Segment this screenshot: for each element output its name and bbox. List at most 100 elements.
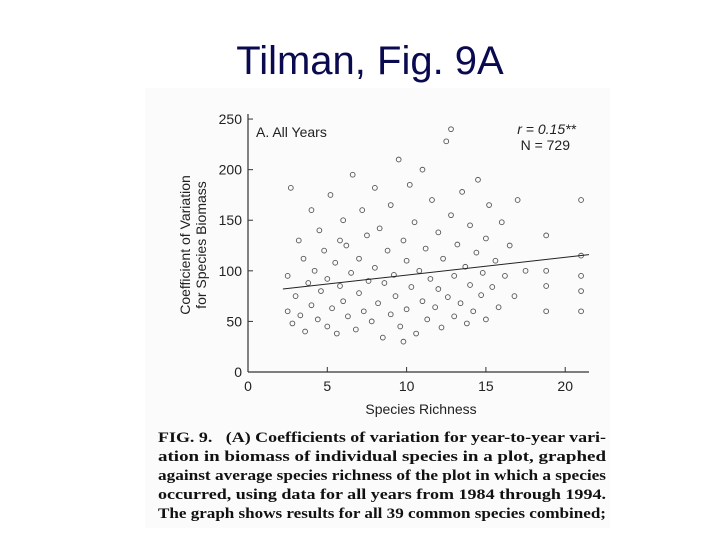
point <box>381 280 388 286</box>
point <box>406 181 413 188</box>
point <box>289 320 296 327</box>
point <box>462 263 469 270</box>
point <box>432 304 439 311</box>
point <box>308 302 315 309</box>
point <box>284 308 291 315</box>
trend-line <box>282 254 590 290</box>
point <box>478 292 484 298</box>
point <box>444 294 451 300</box>
point <box>375 300 381 307</box>
y-tick-label: 200 <box>219 162 243 178</box>
point <box>302 328 308 335</box>
point <box>403 257 410 264</box>
point <box>372 185 378 191</box>
point <box>360 308 367 315</box>
point <box>422 245 429 252</box>
point <box>287 185 294 191</box>
point <box>511 293 518 299</box>
point <box>451 273 458 279</box>
point <box>337 283 343 289</box>
annotation: N = 729 <box>521 137 571 153</box>
point <box>486 202 492 208</box>
point <box>578 288 584 294</box>
point <box>502 273 508 279</box>
point <box>395 156 402 163</box>
point <box>473 249 480 256</box>
y-tick-label: 150 <box>219 212 243 228</box>
point <box>327 192 334 198</box>
x-tick-label: 5 <box>323 378 331 394</box>
point <box>284 273 291 279</box>
point <box>387 202 394 208</box>
point <box>400 237 407 244</box>
point <box>305 280 312 286</box>
point <box>379 334 386 341</box>
point <box>297 312 304 319</box>
point <box>356 255 362 262</box>
point <box>438 324 445 331</box>
point <box>427 276 434 282</box>
point <box>454 241 461 248</box>
point <box>400 338 407 345</box>
point <box>424 316 431 323</box>
y-tick-label: 250 <box>219 111 243 127</box>
point <box>348 269 354 276</box>
point <box>324 323 331 330</box>
point <box>408 284 415 290</box>
point <box>311 267 318 274</box>
point <box>368 318 375 325</box>
point <box>492 257 499 264</box>
point <box>543 283 550 289</box>
point <box>345 313 351 320</box>
point <box>483 316 489 323</box>
caption-line: against average species richness of the … <box>158 468 606 484</box>
point <box>343 242 350 249</box>
point <box>300 255 307 262</box>
figure-background <box>145 88 610 528</box>
x-tick-label: 15 <box>478 378 494 394</box>
point <box>397 323 404 330</box>
point <box>483 235 489 242</box>
point <box>329 305 335 312</box>
point <box>324 276 331 282</box>
point <box>318 288 324 294</box>
point <box>459 189 465 195</box>
point <box>295 237 302 244</box>
point <box>372 264 378 271</box>
annotation: A. All Years <box>256 124 327 140</box>
point <box>435 286 442 292</box>
point <box>440 255 446 262</box>
point <box>376 225 383 232</box>
point <box>495 304 502 311</box>
y-tick-label: 0 <box>234 364 242 380</box>
point <box>578 197 584 203</box>
y-axis-label: for Species Biomass <box>193 181 209 309</box>
point <box>340 217 347 224</box>
point <box>292 293 299 299</box>
y-tick-label: 50 <box>226 313 242 329</box>
caption-line: FIG. 9. (A) Coefficients of variation fo… <box>158 430 606 446</box>
point <box>384 247 391 254</box>
point <box>470 308 477 315</box>
point <box>448 126 454 133</box>
point <box>429 197 435 203</box>
point <box>365 278 372 284</box>
point <box>543 232 550 239</box>
point <box>543 308 550 315</box>
point <box>578 308 584 315</box>
x-axis-label: Species Richness <box>365 401 476 417</box>
caption-line: ation in biomass of individual species i… <box>158 449 607 465</box>
point <box>356 290 362 296</box>
point <box>316 227 323 234</box>
slide-title: Tilman, Fig. 9A <box>236 39 504 83</box>
caption-line: The graph shows results for all 39 commo… <box>158 506 606 522</box>
point <box>321 247 327 254</box>
point <box>333 330 340 337</box>
point <box>479 269 486 276</box>
point <box>498 219 505 226</box>
point <box>578 273 584 279</box>
annotation: r = 0.15** <box>517 121 576 137</box>
point <box>314 316 321 323</box>
point <box>413 330 419 337</box>
